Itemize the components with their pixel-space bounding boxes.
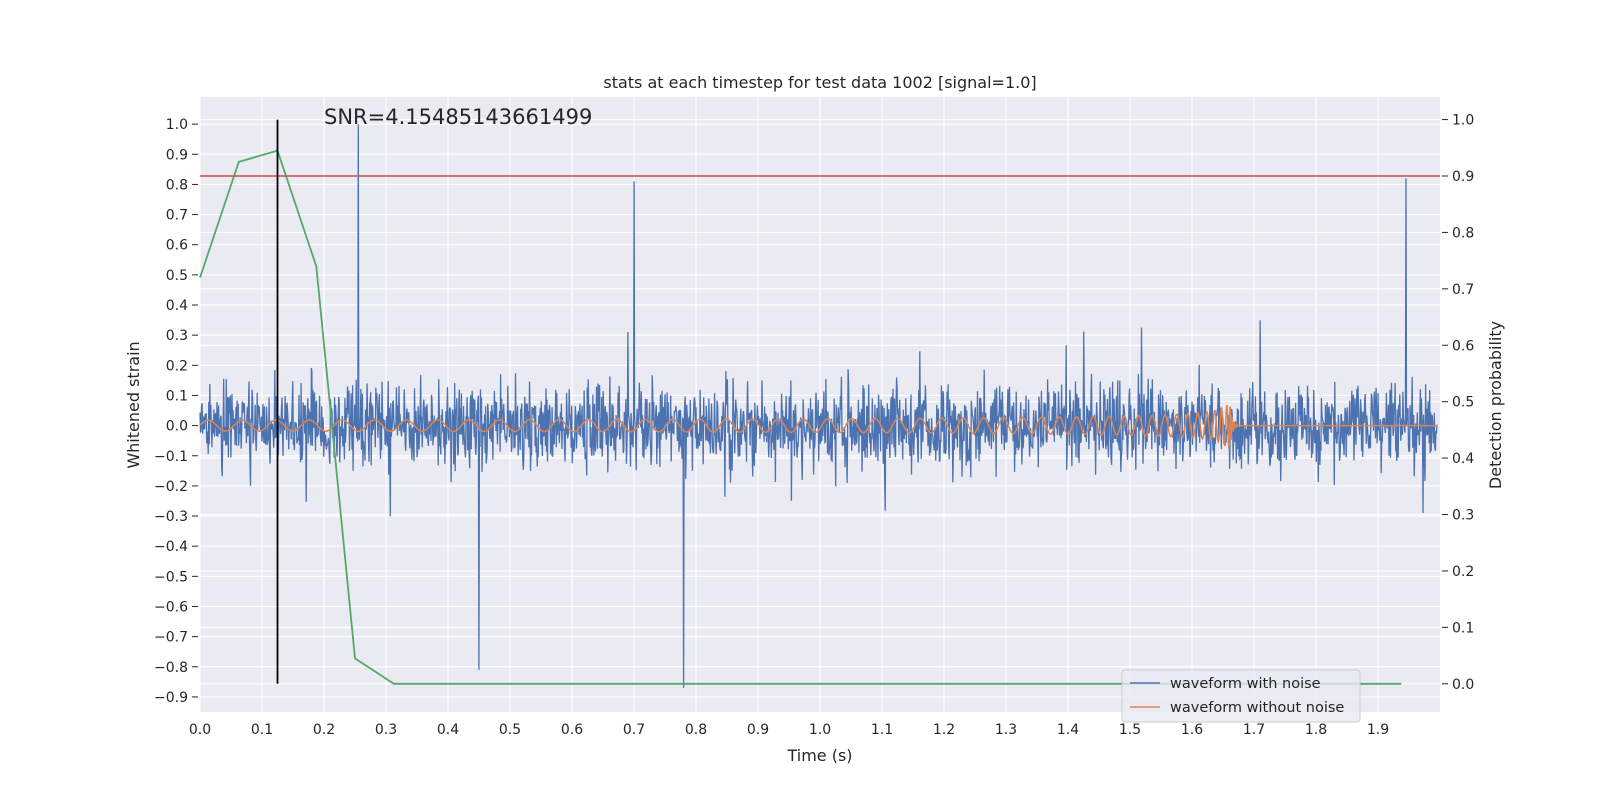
x-tick-label: 1.9 (1367, 722, 1389, 738)
x-tick-label: 0.2 (313, 722, 335, 738)
y2-tick-label: 0.0 (1452, 677, 1474, 693)
x-tick-label: 0.7 (623, 722, 645, 738)
legend-box (1121, 669, 1361, 723)
y2-tick-label: 0.5 (1452, 395, 1474, 411)
y-tick-label: −0.1 (154, 449, 188, 465)
grid (199, 97, 1440, 712)
legend-label-noise: waveform with noise (1170, 676, 1321, 692)
x-tick-label: 1.0 (809, 722, 831, 738)
x-tick-label: 0.0 (189, 722, 211, 738)
x-tick-label: 0.8 (685, 722, 707, 738)
y2-tick-label: 0.7 (1452, 282, 1474, 298)
y-tick-label: 0.5 (166, 268, 188, 284)
series-detection-probability (199, 149, 1402, 685)
chart-title: stats at each timestep for test data 100… (603, 73, 1036, 92)
x-tick-label: 1.5 (1119, 722, 1141, 738)
x-tick-label: 1.4 (1057, 722, 1079, 738)
snr-annotation: SNR=4.15485143661499 (324, 105, 592, 129)
y-tick-label: −0.4 (154, 539, 188, 555)
y-tick-label: 0.9 (166, 147, 188, 163)
y-tick-label: −0.2 (154, 479, 188, 495)
y2-tick-label: 0.1 (1452, 620, 1474, 636)
y-tick-label: −0.3 (154, 509, 188, 525)
y-tick-label: 0.3 (166, 328, 188, 344)
y2-tick-label: 0.8 (1452, 225, 1474, 241)
legend-label-clean: waveform without noise (1170, 700, 1344, 716)
x-tick-label: 1.1 (871, 722, 893, 738)
y-tick-label: −0.8 (154, 660, 188, 676)
x-tick-label: 1.2 (933, 722, 955, 738)
y-tick-label: −0.6 (154, 599, 188, 615)
y2-axis-label: Detection probability (1486, 321, 1505, 489)
x-tick-label: 1.7 (1243, 722, 1265, 738)
y2-tick-label: 0.9 (1452, 169, 1474, 185)
y2-tick-label: 0.3 (1452, 508, 1474, 524)
x-tick-label: 1.6 (1181, 722, 1203, 738)
x-tick-label: 0.3 (375, 722, 397, 738)
x-tick-label: 1.8 (1305, 722, 1327, 738)
y2-tick-label: 0.4 (1452, 451, 1474, 467)
y2-tick-label: 0.6 (1452, 338, 1474, 354)
y-tick-label: 0.6 (166, 238, 188, 254)
y-tick-label: 0.7 (166, 208, 188, 224)
x-tick-label: 1.3 (995, 722, 1017, 738)
y-tick-label: 0.0 (166, 419, 188, 435)
x-tick-label: 0.4 (437, 722, 459, 738)
y-tick-label: 0.1 (166, 388, 188, 404)
left-axis-ticks: 1.0 0.9 0.8 0.7 0.6 0.5 0.4 0.3 0.2 0.1 0.0 −0.1 −0.… (154, 117, 198, 706)
y-axis-label: Whitened strain (124, 341, 143, 468)
x-axis-label: Time (s) (786, 746, 852, 765)
series-waveform-without-noise (199, 404, 1437, 450)
y-tick-label: −0.5 (154, 569, 188, 585)
overlays (200, 119, 1440, 684)
y2-tick-label: 0.2 (1452, 564, 1474, 580)
y-tick-label: 0.2 (166, 358, 188, 374)
right-axis-ticks: 1.0 0.9 0.8 0.7 0.6 0.5 0.4 0.3 0.2 0.1 0.0 (1442, 113, 1474, 693)
y-tick-label: 0.4 (166, 298, 188, 314)
y-tick-label: −0.9 (154, 690, 188, 706)
probability-line (199, 149, 1402, 685)
legend: waveform with noise waveform without noi… (1121, 669, 1361, 723)
y-tick-label: 1.0 (166, 117, 188, 133)
y-tick-label: 0.8 (166, 177, 188, 193)
x-axis-ticks: 0.0 0.1 0.2 0.3 0.4 0.5 0.6 0.7 0.8 0.9 1.0 1.1 1.2 1… (189, 722, 1389, 738)
y-tick-label: −0.7 (154, 630, 188, 646)
x-tick-label: 0.6 (561, 722, 583, 738)
x-tick-label: 0.1 (251, 722, 273, 738)
x-tick-label: 0.9 (747, 722, 769, 738)
y2-tick-label: 1.0 (1452, 113, 1474, 129)
clean-line (199, 404, 1437, 450)
x-tick-label: 0.5 (499, 722, 521, 738)
